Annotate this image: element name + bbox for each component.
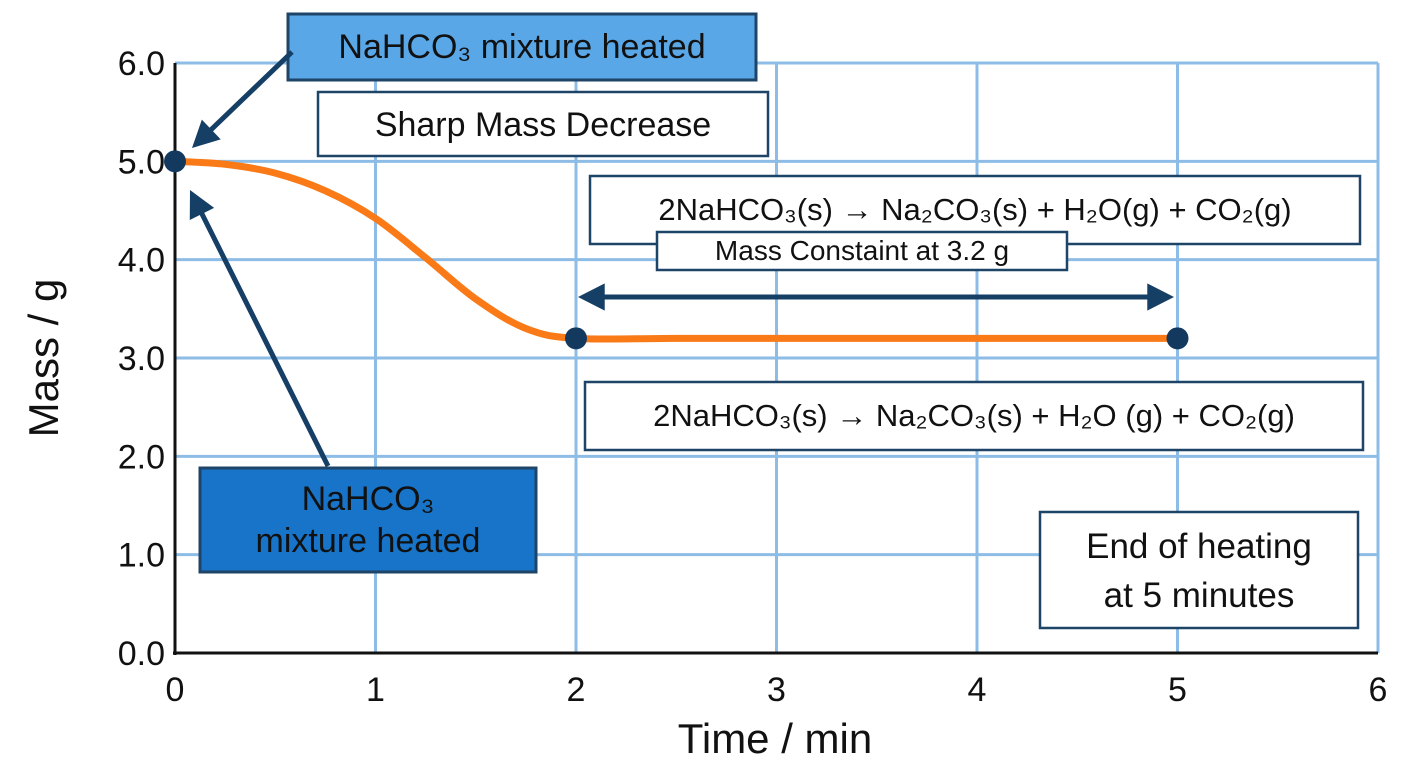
top-label-text: NaHCO₃ mixture heated	[338, 28, 705, 66]
x-tick-label: 2	[567, 671, 586, 709]
arrow-left-label-shaft	[197, 208, 331, 468]
end-heating-line2: at 5 minutes	[1104, 576, 1295, 615]
annotation-sharp-decrease: Sharp Mass Decrease	[316, 90, 770, 158]
annotation-end-heating: End of heating at 5 minutes	[1038, 510, 1360, 630]
mass-constant-text: Mass Constaint at 3.2 g	[715, 235, 1009, 266]
x-axis-label: Time / min	[678, 715, 872, 762]
end-heating-box	[1038, 510, 1360, 630]
top-label-box	[286, 12, 758, 82]
x-tick-label: 6	[1369, 671, 1388, 709]
sharp-decrease-text: Sharp Mass Decrease	[375, 106, 711, 144]
x-tick-label: 3	[767, 671, 786, 709]
annotation-equation-lower: 2NaHCO₃(s) → Na₂CO₃(s) + H₂O (g) + CO₂(g…	[583, 380, 1365, 452]
annotation-mass-constant: Mass Constaint at 3.2 g	[655, 230, 1069, 272]
mass-constant-box	[655, 230, 1069, 272]
y-tick-label: 3.0	[118, 340, 165, 378]
y-tick-label: 0.0	[118, 635, 165, 673]
x-tick-label: 0	[166, 671, 185, 709]
x-tick-label: 4	[968, 671, 987, 709]
equation-lower-box	[583, 380, 1365, 452]
annotation-top-label: NaHCO₃ mixture heated	[286, 12, 758, 82]
sharp-decrease-box	[316, 90, 770, 158]
arrow-top-label-shaft	[206, 50, 294, 135]
left-label-box	[198, 466, 538, 574]
double-arrow-head-left	[578, 283, 605, 311]
data-point	[565, 327, 587, 350]
x-tick-label: 5	[1168, 671, 1187, 709]
arrow-left-label-head	[189, 190, 215, 220]
equation-upper-text: 2NaHCO₃(s) → Na₂CO₃(s) + H₂O(g) + CO₂(g)	[658, 192, 1291, 227]
tick-labels: 0 1 2 3 4 5 6 0.0 1.0 2.0 3.0 4.0 5.0 6.0	[118, 45, 1388, 709]
x-tick-label: 1	[366, 671, 385, 709]
left-label-line1: NaHCO₃	[302, 480, 435, 518]
y-tick-label: 4.0	[118, 242, 165, 280]
arrows-layer	[189, 50, 1174, 468]
end-heating-line1: End of heating	[1086, 527, 1312, 566]
annotation-left-label: NaHCO₃ mixture heated	[198, 466, 538, 574]
left-label-line2: mixture heated	[256, 522, 481, 560]
y-tick-label: 2.0	[118, 438, 165, 476]
data-point	[164, 150, 186, 173]
series-layer	[164, 150, 1189, 350]
y-tick-label: 6.0	[118, 45, 165, 83]
y-tick-label: 1.0	[118, 537, 165, 575]
double-arrow-head-right	[1147, 283, 1174, 311]
data-point	[1166, 327, 1189, 350]
arrow-top-label-head	[192, 119, 221, 148]
y-axis-label: Mass / g	[20, 279, 67, 438]
equation-lower-text: 2NaHCO₃(s) → Na₂CO₃(s) + H₂O (g) + CO₂(g…	[653, 398, 1295, 433]
y-tick-label: 5.0	[118, 143, 165, 181]
